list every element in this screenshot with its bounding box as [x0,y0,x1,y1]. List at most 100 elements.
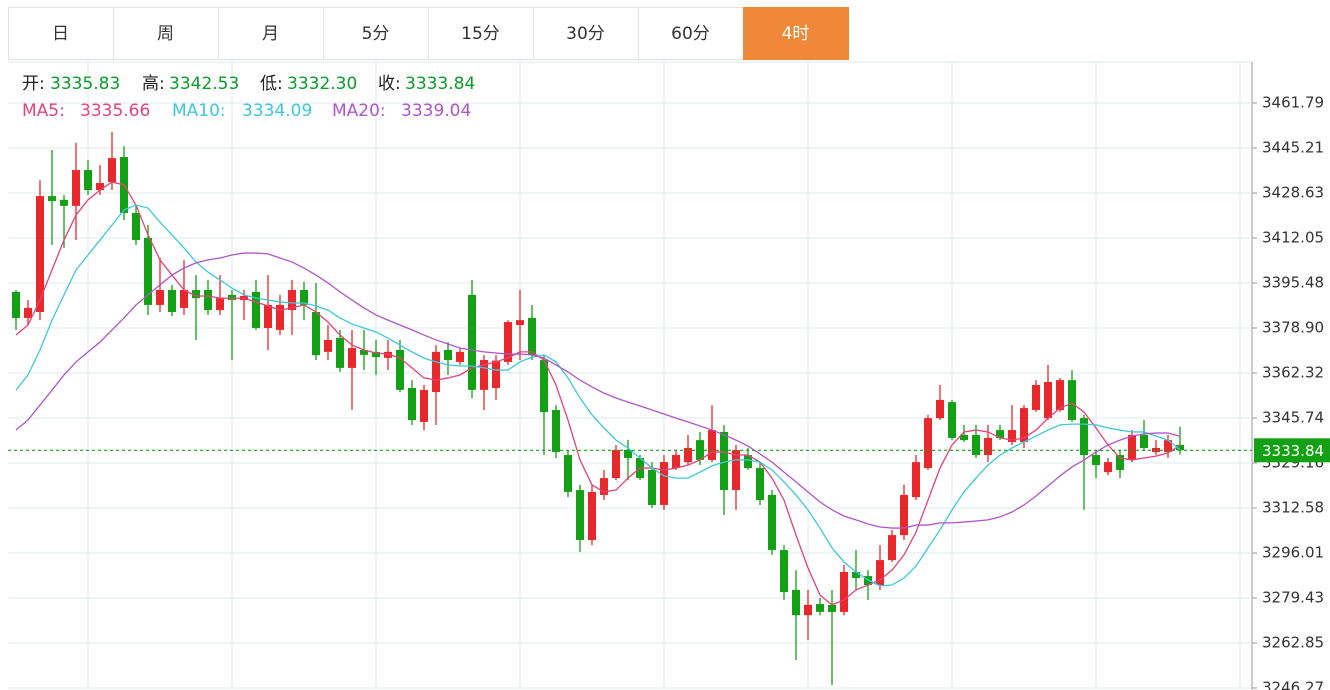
candle-body [156,290,164,305]
candle-body [360,349,368,355]
y-tick-label: 3279.43 [1262,588,1324,606]
legend-value: 3335.66 [80,101,150,121]
tab[interactable] [8,7,114,60]
candle-body [900,494,908,536]
candle-body [180,290,188,308]
candle-body [804,604,812,616]
candle-body [288,290,296,311]
candle-body [384,351,392,358]
y-tick-label: 3296.01 [1262,543,1324,561]
candle-body [552,409,560,453]
candle-body [468,294,476,390]
candle-body [876,560,884,586]
candle-body [984,437,992,456]
y-tick-label: 3395.48 [1262,273,1324,291]
tab[interactable] [113,7,219,60]
y-tick-label: 3246.27 [1262,679,1324,690]
candle-body [1116,455,1124,470]
last-price-tag [1254,438,1330,463]
candle-body [516,320,524,326]
candle-body [564,455,572,492]
candle-body [588,491,596,540]
candle-body [168,290,176,312]
candle-body [948,402,956,438]
candle-body [1176,444,1184,451]
candle-body [648,469,656,505]
candle-body [12,291,20,318]
y-tick-label: 3362.32 [1262,364,1324,382]
candle-body [1164,440,1172,453]
y-tick-label: 3345.74 [1262,409,1324,427]
y-tick-label: 3461.79 [1262,94,1324,112]
ma-line [15,181,1181,606]
tab-label[interactable]: 15分 [461,24,500,44]
candle-body [576,490,584,540]
candle-body [960,434,968,441]
candle-body [96,183,104,191]
candle-body [612,449,620,479]
info-name: 低: [260,74,283,94]
candle-body [24,307,32,318]
candle-body [420,389,428,422]
candle-body [1092,455,1100,466]
candle-body [372,351,380,358]
candle-body [624,449,632,459]
candle-body [1080,418,1088,456]
tab-label[interactable]: 30分 [566,24,605,44]
tab[interactable] [743,7,849,60]
candle-body [204,290,212,311]
legend-name: MA5: [22,101,65,121]
tab-label[interactable]: 60分 [671,24,710,44]
tab-label[interactable]: 周 [157,24,174,44]
candle-body [84,170,92,191]
candle-body [996,430,1004,438]
y-tick-label: 3412.05 [1262,229,1324,247]
candle-body [408,387,416,421]
candle-body [852,572,860,578]
candle-body [672,455,680,469]
header: 开: 3335.83 高: 3342.53 低: 3332.30 收: 3333.84 MA5:… [22,74,475,121]
tab-label[interactable]: 月 [262,24,279,44]
candle-body [492,360,500,388]
candle-body [540,360,548,413]
tab-label[interactable]: 5分 [362,24,390,44]
grid: 3461.79 3445.21 3428.63 3412.05 3395.48 3378.… [8,61,1324,690]
info-value: 3333.84 [405,74,475,94]
candle-body [264,304,272,329]
candle-body [312,311,320,356]
candle-body [732,450,740,491]
candle-body [108,158,116,182]
candle-body [840,572,848,612]
candle-body [228,294,236,301]
candle-body [132,212,140,241]
y-tick-label: 3378.90 [1262,319,1324,337]
candle-body [444,349,452,361]
candle-body [336,338,344,368]
y-tick-label: 3445.21 [1262,139,1324,157]
candle-body [600,478,608,495]
info-name: 高: [142,74,165,94]
candle-body [348,348,356,368]
candle-body [1068,380,1076,421]
ma-line [15,252,1181,529]
tab[interactable] [638,7,744,60]
tab-label[interactable]: 日 [52,24,69,44]
tab[interactable] [323,7,429,60]
tab[interactable] [218,7,324,60]
tab[interactable] [428,7,534,60]
tab-label[interactable]: 4时 [782,24,810,44]
candle-body [720,431,728,491]
candle-body [888,535,896,561]
candle-body [660,462,668,505]
tab[interactable] [533,7,639,60]
candle-body [1020,408,1028,443]
last-price-label: 3333.84 [1262,442,1324,460]
candle-body [36,196,44,312]
candle-body [396,349,404,390]
candle-body [1008,430,1016,443]
candle-body [528,317,536,356]
legend-name: MA20: [332,101,386,121]
candle-body [480,360,488,390]
candle-body [756,468,764,501]
